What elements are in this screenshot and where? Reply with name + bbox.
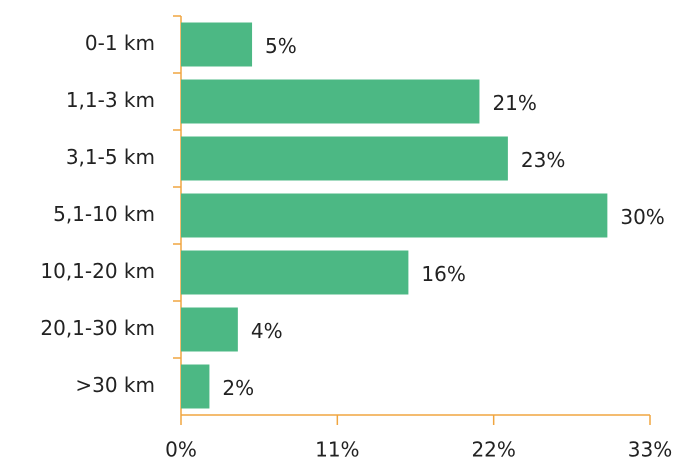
data-label: 30%: [620, 205, 664, 229]
y-tick-label: 20,1-30 km: [40, 316, 155, 340]
data-label: 2%: [222, 376, 254, 400]
y-tick-label: >30 km: [75, 373, 155, 397]
bar: [181, 250, 409, 295]
y-tick-label: 5,1-10 km: [53, 202, 155, 226]
x-tick-label: 33%: [628, 438, 672, 462]
data-label: 4%: [251, 319, 283, 343]
data-label: 21%: [492, 91, 536, 115]
data-label: 5%: [265, 34, 297, 58]
data-label: 16%: [421, 262, 465, 286]
y-tick-label: 10,1-20 km: [40, 259, 155, 283]
x-tick-label: 0%: [165, 438, 197, 462]
y-tick-label: 0-1 km: [85, 31, 155, 55]
bar: [181, 22, 253, 67]
x-tick-label: 22%: [471, 438, 515, 462]
y-tick-label: 3,1-5 km: [66, 145, 155, 169]
bar: [181, 136, 508, 181]
y-tick-label: 1,1-3 km: [66, 88, 155, 112]
data-label: 23%: [521, 148, 565, 172]
x-tick-label: 11%: [315, 438, 359, 462]
bar: [181, 307, 238, 352]
bar: [181, 364, 210, 409]
bar: [181, 193, 608, 238]
bar: [181, 79, 480, 124]
